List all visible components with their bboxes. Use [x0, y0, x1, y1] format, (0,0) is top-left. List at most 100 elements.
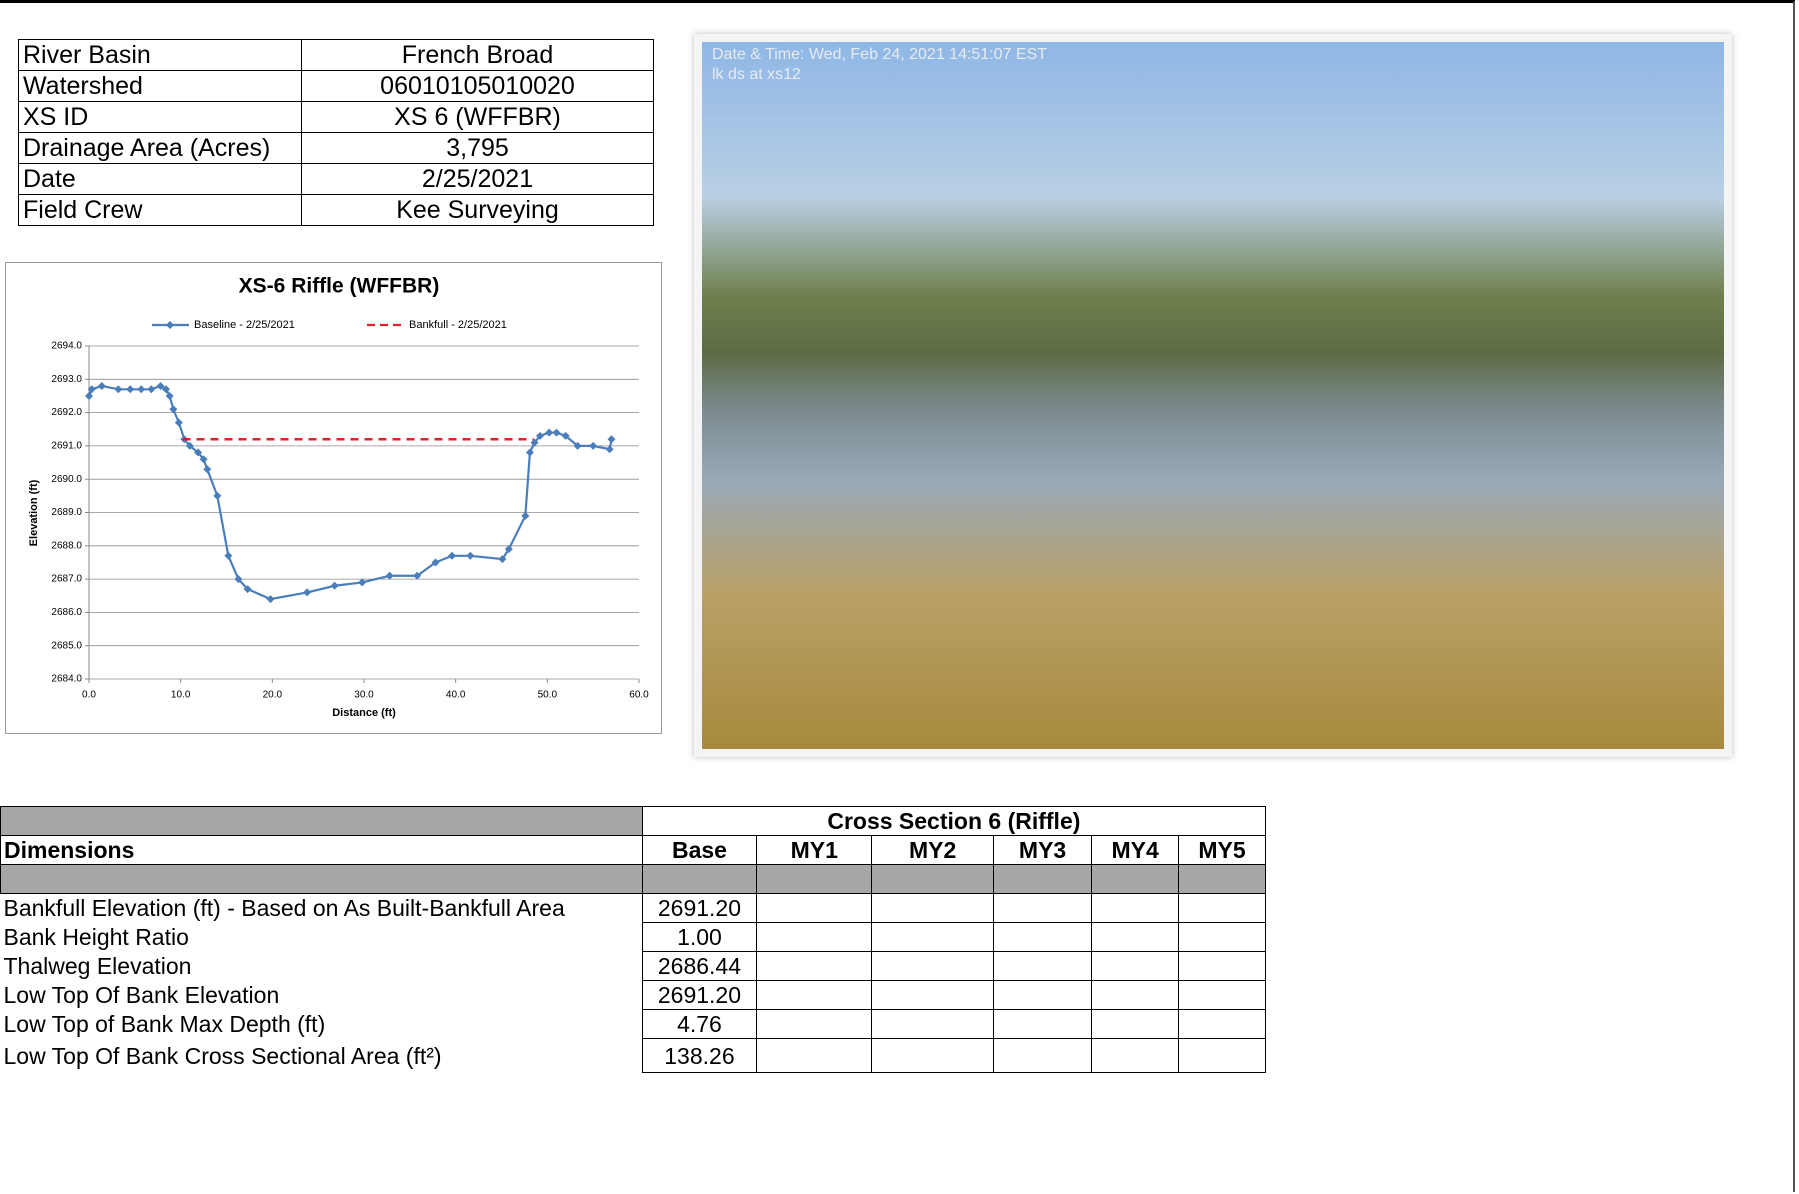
x-tick-label: 0.0: [82, 690, 96, 701]
data-marker: [606, 445, 614, 453]
empty-cell: [1092, 952, 1179, 981]
x-tick-label: 30.0: [354, 690, 374, 701]
empty-cell: [1092, 923, 1179, 952]
empty-cell: [1092, 894, 1179, 923]
data-marker: [466, 552, 474, 560]
info-value: French Broad: [302, 40, 654, 71]
empty-cell: [757, 981, 872, 1010]
dimension-row: Bank Height Ratio1.00: [1, 923, 1266, 952]
empty-cell: [993, 894, 1091, 923]
y-tick-label: 2687.0: [51, 574, 82, 585]
legend-label: Bankfull - 2/25/2021: [409, 319, 507, 331]
dimension-label: Low Top Of Bank Elevation: [1, 981, 643, 1010]
info-value: XS 6 (WFFBR): [302, 102, 654, 133]
info-value: 06010105010020: [302, 71, 654, 102]
x-tick-label: 50.0: [538, 690, 558, 701]
empty-cell: [757, 1039, 872, 1073]
data-marker: [608, 435, 616, 443]
empty-cell: [1179, 923, 1266, 952]
empty-cell: [1092, 1010, 1179, 1039]
data-marker: [448, 552, 456, 560]
data-marker: [303, 588, 311, 596]
empty-cell: [1179, 981, 1266, 1010]
empty-cell: [1179, 1039, 1266, 1073]
column-header: Dimensions: [1, 836, 643, 865]
y-tick-label: 2688.0: [51, 540, 82, 551]
y-tick-label: 2694.0: [51, 341, 82, 352]
column-header: MY1: [757, 836, 872, 865]
x-axis-label: Distance (ft): [332, 707, 396, 719]
group-header: Cross Section 6 (Riffle): [642, 807, 1265, 836]
data-marker: [213, 492, 221, 500]
info-value: 2/25/2021: [302, 164, 654, 195]
spacer-cell: [642, 865, 756, 894]
spacer-cell: [872, 865, 994, 894]
dimension-label: Thalweg Elevation: [1, 952, 643, 981]
empty-cell: [872, 923, 994, 952]
spacer-cell: [1179, 865, 1266, 894]
empty-cell: [993, 1010, 1091, 1039]
spacer-cell: [757, 865, 872, 894]
dimension-label: Low Top Of Bank Cross Sectional Area (ft…: [1, 1039, 643, 1073]
data-marker: [137, 385, 145, 393]
column-header: MY3: [993, 836, 1091, 865]
y-tick-label: 2690.0: [51, 474, 82, 485]
dimension-label: Low Top of Bank Max Depth (ft): [1, 1010, 643, 1039]
data-marker: [358, 578, 366, 586]
dimension-value: 1.00: [642, 923, 756, 952]
data-marker: [553, 429, 561, 437]
spacer-row: [1, 865, 1266, 894]
info-label: Field Crew: [19, 195, 302, 226]
data-marker: [166, 392, 174, 400]
column-header: Base: [642, 836, 756, 865]
empty-cell: [1179, 952, 1266, 981]
data-marker: [267, 595, 275, 603]
data-marker: [331, 582, 339, 590]
empty-cell: [1179, 1010, 1266, 1039]
empty-cell: [993, 1039, 1091, 1073]
info-value: Kee Surveying: [302, 195, 654, 226]
blank-header: [1, 807, 643, 836]
empty-cell: [757, 923, 872, 952]
dimension-row: Low Top Of Bank Cross Sectional Area (ft…: [1, 1039, 1266, 1073]
empty-cell: [993, 981, 1091, 1010]
data-marker: [98, 382, 106, 390]
data-marker: [224, 552, 232, 560]
data-marker: [526, 449, 534, 457]
info-label: Drainage Area (Acres): [19, 133, 302, 164]
spacer-cell: [1, 865, 643, 894]
y-tick-label: 2684.0: [51, 674, 82, 685]
chart-title: XS-6 Riffle (WFFBR): [239, 275, 440, 298]
data-marker: [147, 385, 155, 393]
spacer-cell: [1092, 865, 1179, 894]
empty-cell: [872, 894, 994, 923]
data-marker: [545, 429, 553, 437]
dimension-row: Bankfull Elevation (ft) - Based on As Bu…: [1, 894, 1266, 923]
y-tick-label: 2692.0: [51, 407, 82, 418]
y-tick-label: 2685.0: [51, 640, 82, 651]
empty-cell: [1092, 1039, 1179, 1073]
chart: XS-6 Riffle (WFFBR) Distance (ft) Elevat…: [6, 263, 661, 733]
photo-frame: Date & Time: Wed, Feb 24, 2021 14:51:07 …: [694, 34, 1732, 757]
x-tick-label: 20.0: [263, 690, 283, 701]
y-tick-label: 2689.0: [51, 507, 82, 518]
dimensions-table: Cross Section 6 (Riffle)DimensionsBaseMY…: [0, 806, 1266, 1073]
info-label: Watershed: [19, 71, 302, 102]
empty-cell: [757, 894, 872, 923]
data-marker: [521, 512, 529, 520]
baseline-line: [89, 386, 612, 599]
dimension-value: 2686.44: [642, 952, 756, 981]
info-table: River BasinFrench BroadWatershed06010105…: [18, 39, 654, 226]
legend-label: Baseline - 2/25/2021: [194, 319, 295, 331]
info-label: River Basin: [19, 40, 302, 71]
empty-cell: [872, 952, 994, 981]
y-tick-label: 2691.0: [51, 441, 82, 452]
stream-photo: Date & Time: Wed, Feb 24, 2021 14:51:07 …: [702, 42, 1724, 749]
y-tick-label: 2693.0: [51, 374, 82, 385]
empty-cell: [993, 923, 1091, 952]
x-tick-label: 40.0: [446, 690, 466, 701]
dimension-value: 4.76: [642, 1010, 756, 1039]
